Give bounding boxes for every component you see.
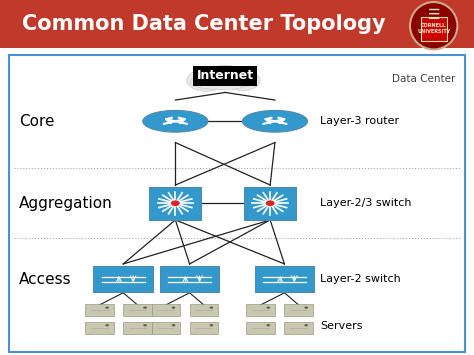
FancyBboxPatch shape <box>246 304 275 316</box>
FancyBboxPatch shape <box>421 17 447 41</box>
FancyBboxPatch shape <box>85 322 114 334</box>
Text: Data Center: Data Center <box>392 74 455 84</box>
FancyBboxPatch shape <box>123 304 152 316</box>
Text: Layer-3 router: Layer-3 router <box>320 116 399 126</box>
FancyBboxPatch shape <box>244 186 296 220</box>
Ellipse shape <box>208 65 242 83</box>
Ellipse shape <box>242 110 308 132</box>
Circle shape <box>171 200 180 206</box>
Text: Access: Access <box>19 272 72 286</box>
FancyBboxPatch shape <box>246 322 275 334</box>
Circle shape <box>210 324 213 327</box>
FancyBboxPatch shape <box>255 266 314 292</box>
Ellipse shape <box>224 70 260 91</box>
Text: Aggregation: Aggregation <box>19 196 113 211</box>
FancyBboxPatch shape <box>190 322 218 334</box>
FancyBboxPatch shape <box>284 304 313 316</box>
FancyBboxPatch shape <box>85 304 114 316</box>
Text: Core: Core <box>19 114 55 129</box>
Circle shape <box>210 306 213 309</box>
Circle shape <box>105 324 109 327</box>
FancyBboxPatch shape <box>160 266 219 292</box>
FancyBboxPatch shape <box>152 304 180 316</box>
Ellipse shape <box>190 74 252 90</box>
FancyBboxPatch shape <box>149 186 201 220</box>
FancyBboxPatch shape <box>152 322 180 334</box>
Text: CORNELL
UNIVERSITY: CORNELL UNIVERSITY <box>417 22 450 34</box>
Text: Internet: Internet <box>197 69 254 82</box>
Text: ☰: ☰ <box>428 9 440 22</box>
FancyBboxPatch shape <box>0 0 474 48</box>
Text: Common Data Center Topology: Common Data Center Topology <box>22 14 386 34</box>
Circle shape <box>410 2 457 49</box>
FancyBboxPatch shape <box>9 55 465 352</box>
Ellipse shape <box>187 69 226 91</box>
Circle shape <box>143 324 147 327</box>
Circle shape <box>172 306 175 309</box>
Circle shape <box>304 324 308 327</box>
Ellipse shape <box>143 110 208 132</box>
Text: Layer-2 switch: Layer-2 switch <box>320 274 401 284</box>
Circle shape <box>266 200 274 206</box>
Circle shape <box>304 306 308 309</box>
Circle shape <box>172 324 175 327</box>
Circle shape <box>143 306 147 309</box>
FancyBboxPatch shape <box>123 322 152 334</box>
FancyBboxPatch shape <box>190 304 218 316</box>
Text: Layer-2/3 switch: Layer-2/3 switch <box>320 198 411 208</box>
FancyBboxPatch shape <box>93 266 153 292</box>
Circle shape <box>266 324 270 327</box>
Text: Servers: Servers <box>320 321 363 331</box>
Circle shape <box>266 306 270 309</box>
FancyBboxPatch shape <box>284 322 313 334</box>
Circle shape <box>105 306 109 309</box>
